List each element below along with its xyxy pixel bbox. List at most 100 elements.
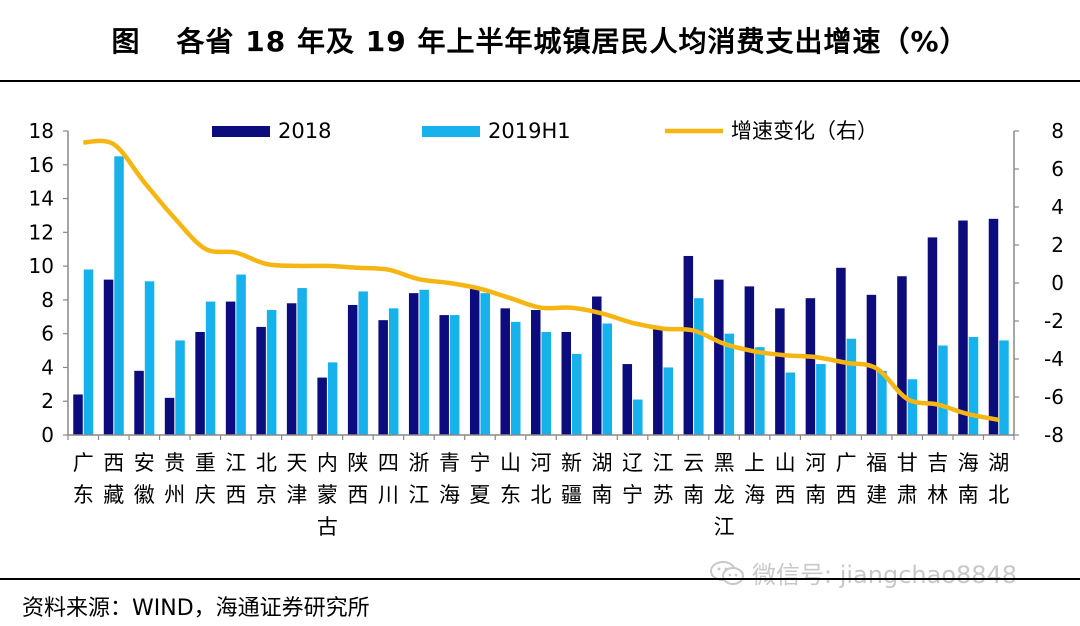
- bar-2018: [73, 394, 83, 435]
- right-tick-label: 2: [1051, 233, 1064, 257]
- category-label: 青海: [439, 451, 460, 507]
- bar-2018: [683, 255, 694, 435]
- legend-label: 2018: [278, 119, 331, 143]
- bar-2018: [134, 370, 144, 435]
- category-label: 广西: [836, 451, 857, 507]
- watermark-text: 微信号: jiangchao8848: [752, 561, 1018, 589]
- category-label: 广东: [73, 451, 94, 507]
- category-label: 重庆: [195, 451, 216, 507]
- right-tick-label: -8: [1044, 423, 1064, 447]
- category-label: 福建: [866, 451, 887, 507]
- legend-swatch: [212, 126, 270, 137]
- bar-2019h1: [724, 333, 735, 435]
- category-label: 湖南: [592, 451, 613, 507]
- legend-label: 2019H1: [488, 119, 571, 143]
- bar-2019h1: [968, 337, 979, 435]
- bar-2019h1: [175, 340, 185, 435]
- source-divider: [0, 578, 1080, 580]
- bar-2018: [531, 310, 541, 435]
- category-label: 陕西: [347, 451, 368, 507]
- bar-2019h1: [938, 345, 948, 435]
- bar-2018: [256, 326, 266, 435]
- category-label: 宁夏: [469, 451, 490, 507]
- category-label: 四川: [378, 451, 399, 507]
- legend-swatch: [422, 126, 480, 137]
- bar-2018: [500, 308, 510, 435]
- left-tick-label: 8: [41, 288, 54, 312]
- legend: 2018 2019H1 增速变化（右）: [212, 119, 878, 143]
- bar-2019h1: [602, 323, 613, 435]
- bar-2019h1: [663, 367, 674, 435]
- category-label: 天津: [286, 451, 307, 507]
- category-label: 内蒙古: [317, 451, 338, 539]
- bar-2019h1: [999, 340, 1009, 435]
- bar-2019h1: [785, 372, 796, 435]
- bar-2018: [408, 293, 419, 435]
- bar-2018: [469, 288, 480, 435]
- right-tick-label: -2: [1044, 309, 1064, 333]
- category-label: 江苏: [653, 451, 674, 507]
- bar-2019h1: [480, 293, 490, 435]
- category-label: 湖北: [988, 451, 1009, 507]
- category-label: 山东: [500, 451, 521, 507]
- source-note: 资料来源：WIND，海通证券研究所: [22, 596, 370, 621]
- category-label: 海南: [958, 451, 979, 507]
- chart-title-bar: 图 各省 18 年及 19 年上半年城镇居民人均消费支出增速（%）: [0, 0, 1080, 80]
- left-tick-label: 0: [41, 423, 54, 447]
- bar-2019h1: [388, 308, 399, 435]
- bar-2018: [805, 298, 816, 435]
- bar-2019h1: [205, 301, 216, 435]
- bar-2018: [988, 218, 999, 435]
- bar-2019h1: [83, 269, 94, 435]
- category-label: 吉林: [927, 451, 948, 507]
- bar-2018: [714, 279, 724, 435]
- left-tick-label: 18: [29, 119, 54, 143]
- bar-2018: [836, 267, 846, 435]
- category-label: 浙江: [408, 451, 429, 507]
- category-label: 贵州: [164, 451, 185, 507]
- bar-2019h1: [297, 288, 307, 435]
- bar-2018: [561, 331, 572, 435]
- left-tick-label: 4: [41, 355, 54, 379]
- bar-2018: [653, 326, 663, 435]
- left-tick-label: 14: [29, 187, 54, 211]
- bar-2018: [225, 301, 236, 435]
- series-2018: [73, 218, 999, 435]
- right-tick-label: 8: [1051, 119, 1064, 143]
- bar-2019h1: [877, 370, 887, 435]
- category-label: 江西: [225, 451, 246, 507]
- bar-2018: [103, 279, 114, 435]
- bar-2018: [347, 304, 358, 435]
- left-tick-label: 12: [29, 220, 54, 244]
- title-divider: [0, 80, 1080, 82]
- bar-2019h1: [266, 310, 277, 435]
- category-label: 河南: [805, 451, 826, 507]
- right-tick-label: 4: [1051, 195, 1064, 219]
- bar-2019h1: [358, 291, 368, 435]
- bar-2018: [286, 303, 297, 435]
- bar-2018: [164, 397, 175, 435]
- figure-label: 图: [111, 25, 141, 58]
- right-tick-label: -4: [1044, 347, 1064, 371]
- category-label: 黑龙江: [714, 451, 735, 539]
- bar-2018: [439, 315, 449, 435]
- category-label: 新疆: [561, 451, 582, 507]
- bar-2019h1: [327, 362, 338, 435]
- left-tick-label: 10: [29, 254, 54, 278]
- bar-2019h1: [541, 331, 551, 435]
- category-label: 甘肃: [897, 451, 918, 507]
- left-tick-label: 2: [41, 389, 54, 413]
- bar-2018: [195, 331, 205, 435]
- chart-title: 各省 18 年及 19 年上半年城镇居民人均消费支出增速（%）: [176, 25, 969, 58]
- right-tick-label: 0: [1051, 271, 1064, 295]
- watermark: 微信号: jiangchao8848: [710, 555, 1017, 590]
- category-label: 西藏: [103, 451, 124, 507]
- bar-2018: [378, 320, 388, 435]
- bar-2018: [958, 220, 968, 435]
- category-label: 辽宁: [622, 451, 643, 507]
- bar-2019h1: [694, 298, 704, 435]
- category-label: 河北: [531, 451, 552, 507]
- bar-2019h1: [114, 156, 124, 436]
- right-tick-label: -6: [1044, 385, 1064, 409]
- bar-2019h1: [755, 347, 765, 435]
